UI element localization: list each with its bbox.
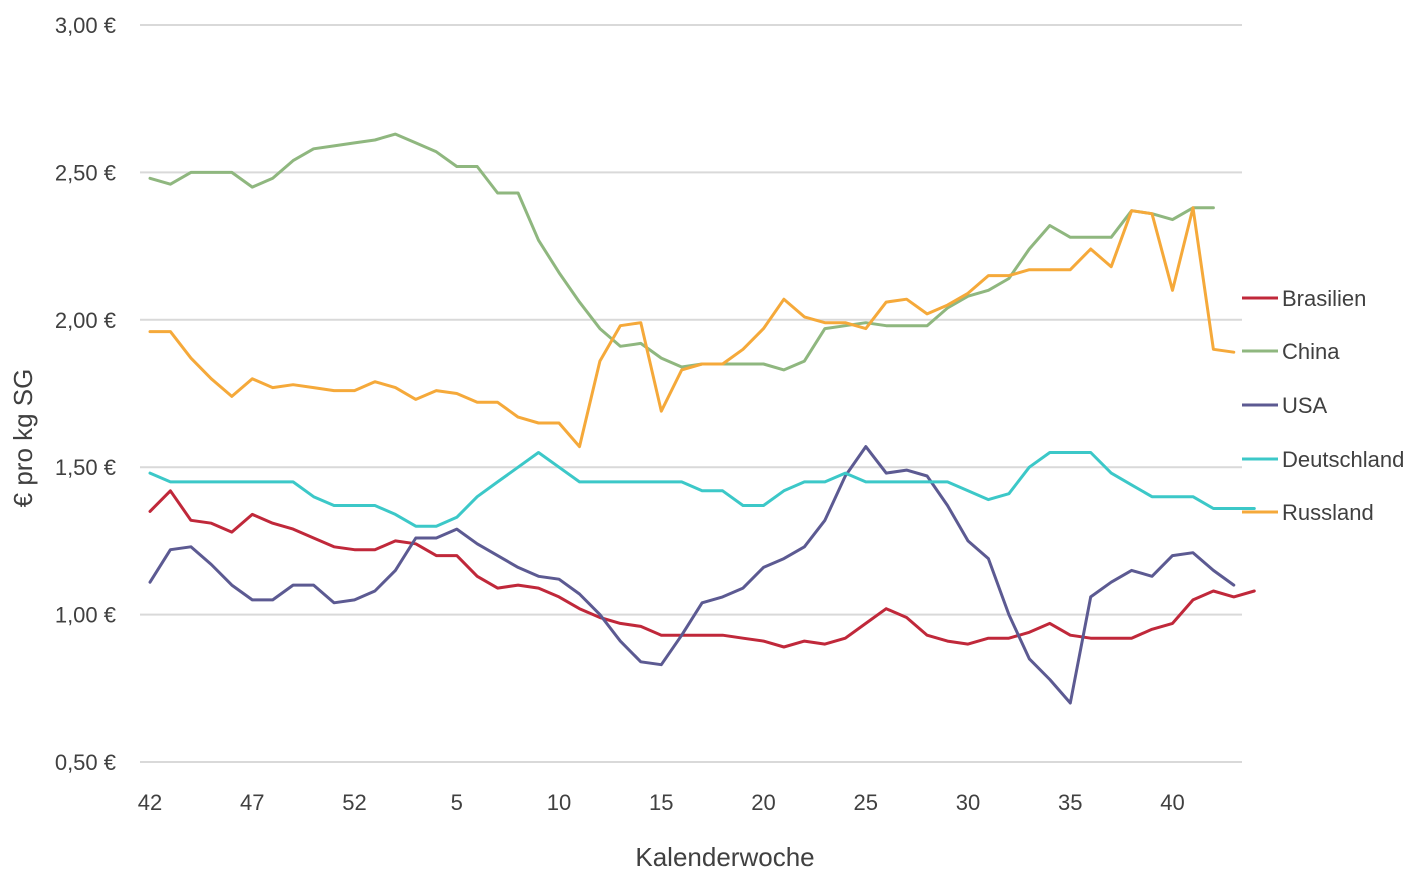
x-tick-label: 25	[854, 790, 878, 815]
series-line-deutschland	[148, 451, 1256, 528]
y-tick-label: 2,00 €	[55, 308, 116, 333]
x-tick-label: 30	[956, 790, 980, 815]
x-tick-label: 47	[240, 790, 264, 815]
x-tick-label: 15	[649, 790, 673, 815]
y-axis-ticks: 0,50 € 1,00 € 1,50 € 2,00 € 2,50 € 3,00 €	[55, 13, 116, 775]
legend-item-china: China	[1242, 339, 1340, 364]
x-tick-label: 10	[547, 790, 571, 815]
y-tick-label: 1,00 €	[55, 603, 116, 628]
series-line-usa	[148, 445, 1236, 705]
legend-item-usa: USA	[1242, 393, 1328, 418]
y-tick-label: 0,50 €	[55, 750, 116, 775]
x-tick-label: 35	[1058, 790, 1082, 815]
y-tick-label: 2,50 €	[55, 160, 116, 185]
x-tick-label: 52	[342, 790, 366, 815]
series-line-china	[148, 132, 1215, 372]
series-line-brasilien	[148, 489, 1256, 649]
x-tick-label: 5	[451, 790, 463, 815]
legend-label: Russland	[1282, 500, 1374, 525]
legend-label: Brasilien	[1282, 286, 1366, 311]
x-tick-label: 20	[751, 790, 775, 815]
legend-item-deutschland: Deutschland	[1242, 447, 1404, 472]
y-tick-label: 3,00 €	[55, 13, 116, 38]
legend-label: China	[1282, 339, 1340, 364]
y-tick-label: 1,50 €	[55, 455, 116, 480]
legend-label: Deutschland	[1282, 447, 1404, 472]
x-axis-ticks: 42 47 52 5 10 15 20 25 30 35 40	[138, 790, 1185, 815]
x-tick-label: 42	[138, 790, 162, 815]
legend-item-russland: Russland	[1242, 500, 1374, 525]
gridlines	[140, 24, 1242, 763]
y-axis-label: € pro kg SG	[8, 369, 38, 508]
x-tick-label: 40	[1160, 790, 1184, 815]
legend: Brasilien China USA Deutschland Russland	[1242, 286, 1404, 525]
legend-item-brasilien: Brasilien	[1242, 286, 1366, 311]
legend-label: USA	[1282, 393, 1328, 418]
series-lines	[148, 132, 1256, 705]
x-axis-label: Kalenderwoche	[635, 842, 814, 872]
series-line-russland	[148, 206, 1236, 449]
